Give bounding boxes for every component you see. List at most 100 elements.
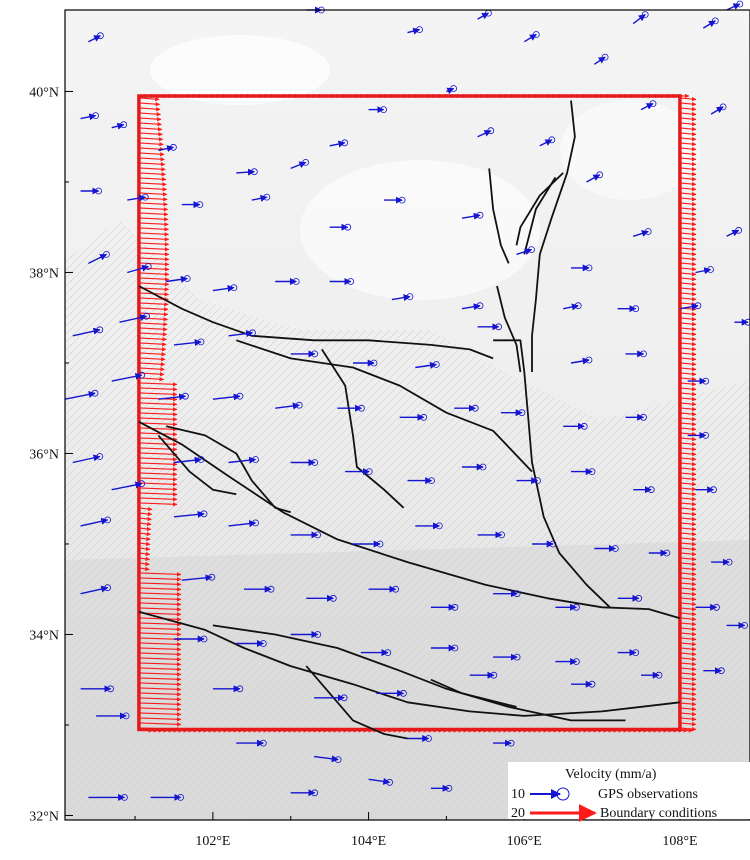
gps-error-ellipse xyxy=(138,371,146,379)
gps-error-ellipse xyxy=(420,413,428,421)
boundary-arrow-east xyxy=(679,666,697,672)
boundary-arrow-east xyxy=(679,146,697,152)
legend: Velocity (mm/a) 10 GPS observations 20 B… xyxy=(508,762,750,822)
boundary-arrow-west xyxy=(138,632,182,637)
boundary-arrow-east xyxy=(679,251,697,257)
gps-error-ellipse xyxy=(236,685,244,693)
boundary-arrow-west xyxy=(138,347,167,352)
boundary-arrow-east xyxy=(679,411,697,417)
gps-error-ellipse xyxy=(263,193,271,201)
legend-boundary-label: Boundary conditions xyxy=(600,806,717,821)
boundary-arrow-east xyxy=(679,186,697,192)
boundary-arrow-east xyxy=(679,516,697,522)
gps-vector xyxy=(166,275,188,283)
gps-vector xyxy=(72,454,101,464)
legend-gps-label: GPS observations xyxy=(598,787,698,802)
boundary-arrow-west xyxy=(138,367,165,372)
boundary-arrow-west xyxy=(138,627,182,632)
gps-error-ellipse xyxy=(649,100,657,107)
gps-error-ellipse xyxy=(741,622,748,629)
lat-label: 36°N xyxy=(29,447,59,462)
boundary-arrow-west xyxy=(138,647,182,652)
shaded-relief-background xyxy=(65,10,750,820)
boundary-arrow-west xyxy=(138,467,178,472)
boundary-arrow-east xyxy=(679,141,697,147)
gps-vector xyxy=(80,517,109,527)
boundary-arrow-west xyxy=(138,237,170,242)
fault-line xyxy=(157,434,237,496)
gps-vector xyxy=(516,248,533,256)
gps-vector xyxy=(111,372,143,382)
gps-error-ellipse xyxy=(230,284,238,292)
boundary-arrow-east xyxy=(679,656,697,662)
boundary-arrow-east xyxy=(679,466,697,472)
boundary-arrow-east xyxy=(679,641,697,647)
boundary-arrow-east xyxy=(679,716,697,722)
boundary-arrow-west xyxy=(138,342,167,347)
gps-error-ellipse xyxy=(107,685,114,693)
gps-error-ellipse xyxy=(735,226,742,234)
gps-error-ellipse xyxy=(711,17,719,25)
boundary-arrow-east xyxy=(679,101,697,107)
legend-gps-error-ellipse xyxy=(556,787,570,801)
boundary-arrow-east xyxy=(679,316,697,322)
gps-error-ellipse xyxy=(122,712,130,720)
boundary-arrow-east xyxy=(679,691,697,697)
boundary-arrow-east xyxy=(679,406,697,412)
boundary-arrow-east xyxy=(679,216,697,222)
boundary-arrow-east xyxy=(679,531,697,537)
boundary-arrow-west xyxy=(138,282,170,287)
boundary-arrow-west xyxy=(138,412,178,417)
boundary-arrow-east xyxy=(679,116,697,122)
gps-error-ellipse xyxy=(295,401,303,409)
gps-error-ellipse xyxy=(641,11,649,19)
boundary-arrow-east xyxy=(679,626,697,632)
boundary-arrow-east xyxy=(679,521,697,527)
gps-error-ellipse xyxy=(647,486,655,494)
boundary-arrow-west xyxy=(138,717,182,722)
gps-error-ellipse xyxy=(197,338,205,346)
boundary-arrow-east xyxy=(679,331,697,337)
boundary-arrow-east xyxy=(679,436,697,442)
gps-error-ellipse xyxy=(632,305,640,313)
boundary-arrow-west xyxy=(138,457,178,462)
gps-error-ellipse xyxy=(490,671,498,679)
boundary-arrow-west xyxy=(138,482,178,487)
legend-title: Velocity (mm/a) xyxy=(565,767,657,782)
boundary-arrow-east xyxy=(679,351,697,357)
gps-error-ellipse xyxy=(181,392,189,400)
gps-error-ellipse xyxy=(498,531,506,539)
boundary-arrow-east xyxy=(679,621,697,627)
gps-error-ellipse xyxy=(694,302,702,310)
boundary-arrow-west xyxy=(138,122,162,127)
boundary-arrow-west xyxy=(138,511,153,517)
longitude-labels: 102°E 104°E 106°E 108°E xyxy=(195,834,697,849)
boundary-arrow-east xyxy=(679,246,697,252)
gps-error-ellipse xyxy=(386,778,394,786)
gps-error-ellipse xyxy=(585,356,593,364)
boundary-arrow-west xyxy=(138,722,182,727)
latitude-labels: 40°N 38°N 36°N 34°N 32°N xyxy=(29,85,59,824)
boundary-arrow-west xyxy=(138,177,167,182)
boundary-arrow-east xyxy=(679,486,697,492)
gps-error-ellipse xyxy=(532,31,540,38)
lat-label: 34°N xyxy=(29,628,59,643)
gps-error-ellipse xyxy=(719,103,727,111)
gps-error-ellipse xyxy=(435,522,443,530)
boundary-arrow-west xyxy=(138,117,162,122)
boundary-arrow-east xyxy=(679,541,697,547)
gps-error-ellipse xyxy=(528,246,535,254)
gps-error-ellipse xyxy=(428,477,435,485)
gps-error-ellipse xyxy=(640,350,647,358)
gps-error-ellipse xyxy=(513,653,521,661)
boundary-arrow-east xyxy=(679,681,697,687)
legend-gps-value: 10 xyxy=(511,787,525,802)
gps-vector xyxy=(563,303,579,311)
boundary-arrow-east xyxy=(679,551,697,557)
boundary-arrow-east xyxy=(679,471,697,477)
gps-error-ellipse xyxy=(416,26,423,34)
gps-vector xyxy=(726,229,740,237)
boundary-arrow-east xyxy=(679,431,697,437)
fault-line xyxy=(523,176,557,255)
